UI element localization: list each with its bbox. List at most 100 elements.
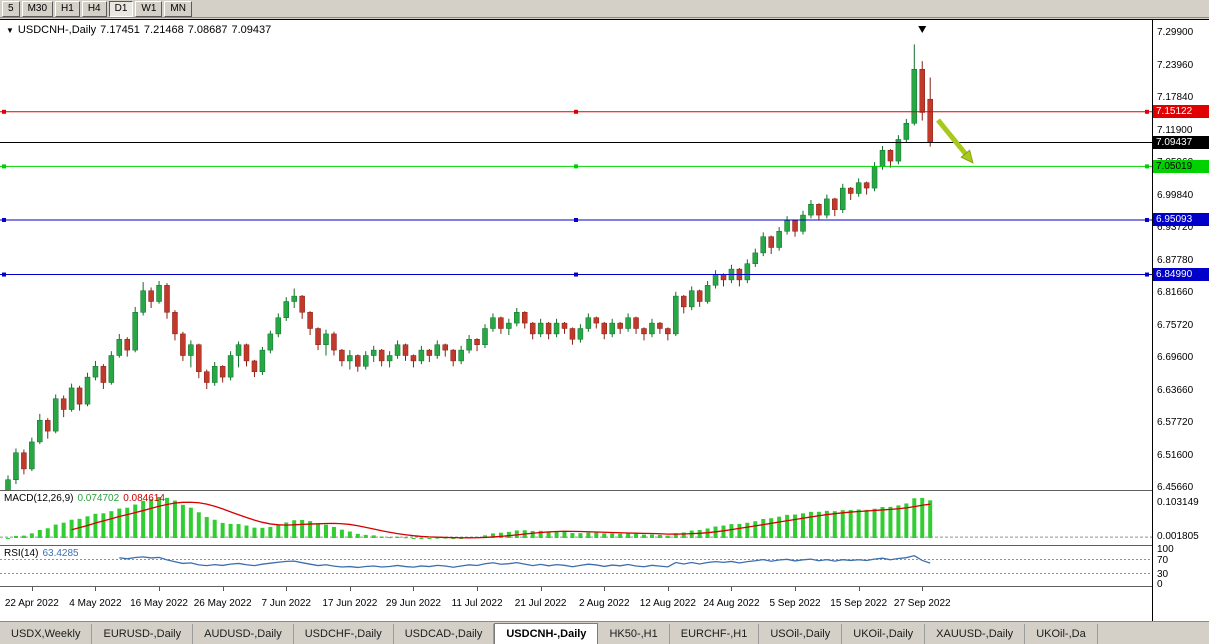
time-axis: 22 Apr 2022 4 May 2022 16 May 2022 26 May 2…: [0, 587, 1152, 623]
candle: [331, 333, 337, 351]
candle: [529, 322, 536, 335]
rsi-panel[interactable]: [0, 546, 1152, 586]
chart-tab-usoil-daily[interactable]: USOil-,Daily: [759, 624, 843, 644]
chart-tab-usdcnh-daily[interactable]: USDCNH-,Daily: [494, 623, 599, 644]
price-line-handle[interactable]: [2, 164, 6, 169]
candle: [537, 322, 544, 335]
price-line-handle[interactable]: [574, 217, 578, 222]
candle: [347, 355, 353, 362]
candle: [29, 441, 35, 470]
macd-bar: [403, 537, 408, 539]
candle: [784, 220, 790, 232]
candle: [45, 420, 51, 432]
macd-panel[interactable]: [0, 491, 1152, 545]
candle: [307, 312, 313, 329]
macd-bar: [642, 534, 646, 538]
macd-bar: [785, 514, 790, 538]
macd-bar: [657, 534, 662, 538]
date-label: 12 Aug 2022: [639, 598, 696, 609]
macd-bar: [339, 529, 344, 538]
chart-tab-xauusd-daily[interactable]: XAUUSD-,Daily: [925, 624, 1026, 644]
candle: [879, 150, 886, 167]
candle: [370, 349, 377, 356]
chart-tab-audusd-daily[interactable]: AUDUSD-,Daily: [193, 624, 294, 644]
macd-bar: [872, 508, 877, 538]
price-axis: 7.299007.239607.178407.119007.059606.998…: [1152, 20, 1209, 623]
price-line-handle[interactable]: [574, 272, 578, 277]
price-line-handle[interactable]: [2, 272, 6, 277]
time-axis-tick: [922, 587, 924, 591]
chart-tab-ukoil-daily[interactable]: UKOil-,Daily: [842, 624, 926, 644]
candle: [800, 214, 806, 232]
chart-tab-usdx-weekly[interactable]: USDX,Weekly: [0, 624, 93, 644]
candle: [418, 349, 425, 362]
timeframe-button-w1[interactable]: W1: [135, 0, 163, 17]
chart-tab-eurusd-daily[interactable]: EURUSD-,Daily: [92, 624, 194, 644]
candle: [545, 322, 552, 335]
candle: [577, 328, 584, 340]
y-axis-label: 6.75720: [1157, 319, 1194, 331]
time-axis-tick: [731, 587, 733, 591]
price-line-handle[interactable]: [1145, 164, 1149, 169]
candle: [847, 187, 854, 194]
candle: [267, 333, 274, 351]
macd-bar: [856, 509, 861, 538]
macd-bar: [411, 538, 416, 539]
price-line-handle[interactable]: [2, 217, 6, 222]
price-line-handle[interactable]: [574, 164, 578, 169]
candle: [792, 220, 798, 232]
timeframe-button-d1[interactable]: D1: [108, 0, 134, 17]
time-axis-tick: [667, 587, 669, 591]
price-level-badge: 6.84990: [1153, 268, 1209, 282]
top-marker-icon[interactable]: [918, 26, 927, 33]
date-label: 26 May 2022: [193, 598, 252, 609]
candle: [688, 290, 695, 308]
timeframe-button-m30[interactable]: M30: [21, 0, 54, 17]
candle: [196, 344, 202, 372]
candle: [569, 328, 576, 340]
price-level-badge: 7.15122: [1153, 105, 1209, 119]
chart-tab-usdchf-daily[interactable]: USDCHF-,Daily: [293, 624, 394, 644]
macd-bar: [252, 527, 257, 538]
chart-dropdown-icon[interactable]: ▼: [6, 26, 14, 35]
candle: [490, 317, 496, 329]
y-axis-label: 6.45660: [1157, 482, 1194, 493]
candle: [760, 236, 766, 254]
macd-bar: [395, 536, 400, 538]
macd-bar: [721, 525, 726, 538]
chart-tab-ukoil-da[interactable]: UKOil-,Da: [1025, 624, 1098, 644]
price-line-handle[interactable]: [574, 109, 578, 114]
time-axis-tick: [604, 587, 606, 591]
candle: [498, 317, 504, 329]
candle: [585, 317, 592, 329]
chart-tab-hk50-h1[interactable]: HK50-,H1: [598, 624, 670, 644]
y-axis-label: 7.23960: [1157, 59, 1194, 71]
candle: [251, 360, 258, 372]
candle: [808, 204, 814, 216]
macd-bar: [284, 522, 289, 538]
candle: [450, 349, 456, 362]
date-label: 16 May 2022: [130, 598, 188, 609]
candle: [593, 317, 600, 324]
time-axis-tick: [222, 587, 224, 591]
timeframe-button-5[interactable]: 5: [2, 0, 20, 17]
candle: [855, 182, 862, 194]
macd-bar: [554, 531, 559, 538]
candle: [339, 349, 345, 362]
price-line-handle[interactable]: [1145, 217, 1149, 222]
timeframe-button-h4[interactable]: H4: [81, 0, 107, 17]
chart-tab-eurchf-h1[interactable]: EURCHF-,H1: [669, 624, 760, 644]
macd-bar: [53, 524, 58, 538]
chart-tab-usdcad-daily[interactable]: USDCAD-,Daily: [393, 624, 495, 644]
panel-divider: [0, 545, 1152, 546]
time-axis-tick: [31, 587, 33, 591]
price-line-handle[interactable]: [1145, 109, 1149, 114]
sell-arrow-annotation[interactable]: [936, 118, 974, 164]
candlestick-chart[interactable]: [0, 20, 1152, 490]
time-axis-tick: [413, 587, 415, 591]
price-line-handle[interactable]: [1145, 272, 1149, 277]
date-label: 22 Apr 2022: [4, 598, 59, 609]
timeframe-button-mn[interactable]: MN: [164, 0, 192, 17]
timeframe-button-h1[interactable]: H1: [55, 0, 80, 17]
price-line-handle[interactable]: [2, 109, 6, 114]
